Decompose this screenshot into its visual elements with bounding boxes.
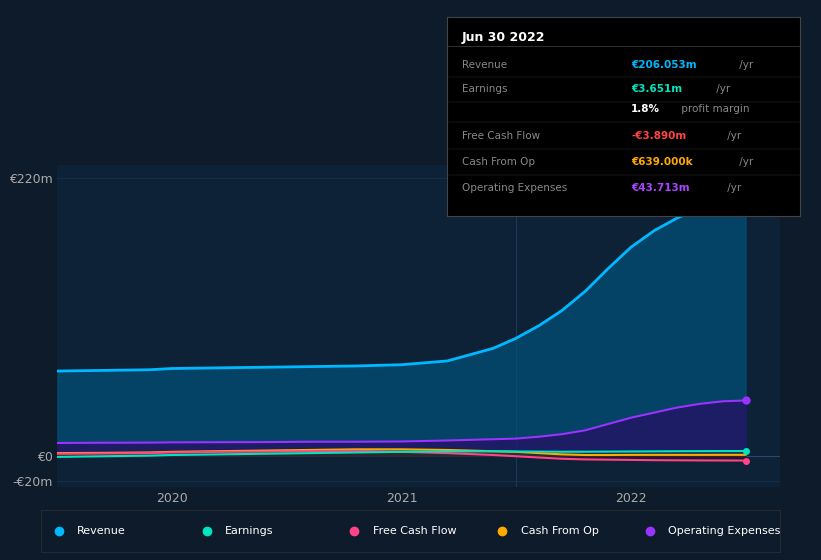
Text: /yr: /yr bbox=[736, 59, 753, 69]
Text: 1.8%: 1.8% bbox=[631, 104, 660, 114]
Text: Earnings: Earnings bbox=[461, 85, 507, 95]
Text: Revenue: Revenue bbox=[77, 526, 126, 535]
Text: Jun 30 2022: Jun 30 2022 bbox=[461, 31, 545, 44]
Text: /yr: /yr bbox=[724, 183, 741, 193]
Text: -€3.890m: -€3.890m bbox=[631, 131, 686, 141]
Text: Cash From Op: Cash From Op bbox=[461, 157, 534, 167]
Text: /yr: /yr bbox=[736, 157, 753, 167]
Text: Operating Expenses: Operating Expenses bbox=[668, 526, 781, 535]
Text: €43.713m: €43.713m bbox=[631, 183, 690, 193]
Text: €206.053m: €206.053m bbox=[631, 59, 697, 69]
Text: €3.651m: €3.651m bbox=[631, 85, 682, 95]
Text: profit margin: profit margin bbox=[677, 104, 749, 114]
Text: Free Cash Flow: Free Cash Flow bbox=[461, 131, 539, 141]
Text: Free Cash Flow: Free Cash Flow bbox=[373, 526, 456, 535]
Text: Earnings: Earnings bbox=[225, 526, 273, 535]
Text: /yr: /yr bbox=[724, 131, 741, 141]
Text: €639.000k: €639.000k bbox=[631, 157, 693, 167]
Text: Operating Expenses: Operating Expenses bbox=[461, 183, 566, 193]
Text: Revenue: Revenue bbox=[461, 59, 507, 69]
Text: Cash From Op: Cash From Op bbox=[521, 526, 599, 535]
Text: /yr: /yr bbox=[713, 85, 730, 95]
